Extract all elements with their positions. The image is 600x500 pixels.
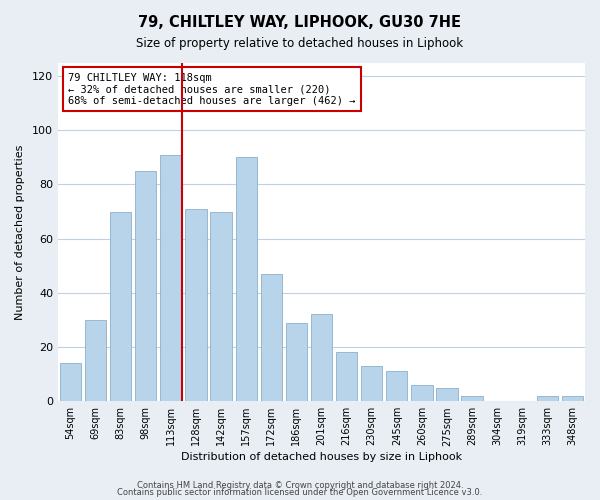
Text: 79, CHILTLEY WAY, LIPHOOK, GU30 7HE: 79, CHILTLEY WAY, LIPHOOK, GU30 7HE xyxy=(139,15,461,30)
Text: 79 CHILTLEY WAY: 118sqm
← 32% of detached houses are smaller (220)
68% of semi-d: 79 CHILTLEY WAY: 118sqm ← 32% of detache… xyxy=(68,72,356,106)
Bar xyxy=(436,388,458,401)
Bar xyxy=(361,366,382,401)
Bar xyxy=(110,212,131,401)
Bar xyxy=(311,314,332,401)
Bar xyxy=(461,396,483,401)
Bar xyxy=(135,171,157,401)
Text: Contains HM Land Registry data © Crown copyright and database right 2024.: Contains HM Land Registry data © Crown c… xyxy=(137,480,463,490)
Bar xyxy=(336,352,357,401)
Bar xyxy=(60,364,81,401)
Bar xyxy=(386,372,407,401)
Bar xyxy=(562,396,583,401)
Bar xyxy=(536,396,558,401)
Bar xyxy=(286,322,307,401)
X-axis label: Distribution of detached houses by size in Liphook: Distribution of detached houses by size … xyxy=(181,452,462,462)
Y-axis label: Number of detached properties: Number of detached properties xyxy=(15,144,25,320)
Bar xyxy=(85,320,106,401)
Text: Size of property relative to detached houses in Liphook: Size of property relative to detached ho… xyxy=(136,38,464,51)
Bar xyxy=(211,212,232,401)
Text: Contains public sector information licensed under the Open Government Licence v3: Contains public sector information licen… xyxy=(118,488,482,497)
Bar xyxy=(160,154,182,401)
Bar xyxy=(236,158,257,401)
Bar xyxy=(411,385,433,401)
Bar xyxy=(185,209,206,401)
Bar xyxy=(260,274,282,401)
